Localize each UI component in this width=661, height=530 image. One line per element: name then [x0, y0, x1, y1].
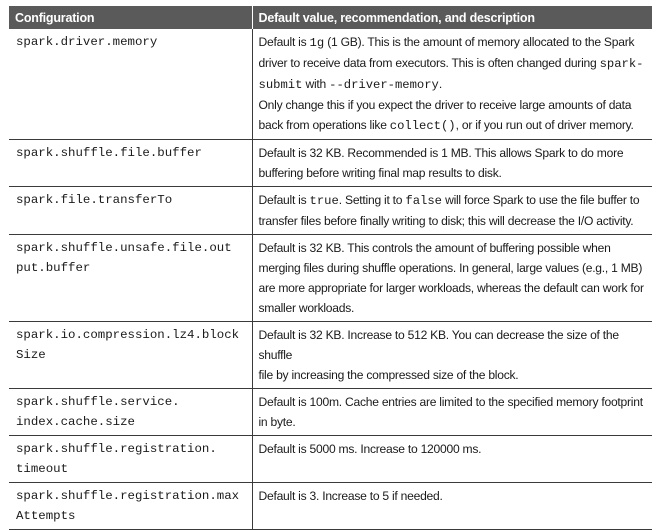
config-name-line: spark.shuffle.registration.max [16, 489, 240, 503]
description-cell: Default is 100m. Cache entries are limit… [252, 388, 652, 436]
config-name-line: index.cache.size [16, 415, 135, 429]
description-line: merging files during shuffle operations.… [259, 258, 647, 278]
description-line: in byte. [259, 412, 647, 432]
inline-code: --driver-memory [329, 78, 439, 92]
description-text: . [438, 77, 442, 91]
header-description: Default value, recommendation, and descr… [252, 6, 652, 29]
inline-code: submit [258, 78, 303, 92]
description-text: back from operations like [258, 118, 390, 132]
config-name-line: spark.shuffle.registration. [16, 442, 217, 456]
config-cell: spark.file.transferTo [9, 186, 253, 235]
description-line: Only change this if you expect the drive… [259, 95, 647, 115]
description-text: are more appropriate for larger workload… [258, 281, 645, 295]
inline-code: spark- [599, 57, 644, 71]
description-cell: Default is 32 KB. Recommended is 1 MB. T… [252, 139, 652, 187]
table-row: spark.shuffle.service. index.cache.size De… [9, 388, 652, 436]
table-row: spark.shuffle.registration.max Attempts De… [9, 482, 652, 530]
description-text: driver to receive data from executors. T… [258, 56, 600, 70]
header-configuration: Configuration [9, 6, 253, 29]
config-name-line: spark.shuffle.unsafe.file.out [16, 241, 232, 255]
config-cell: spark.shuffle.service. index.cache.size [9, 388, 253, 436]
description-text: buffering before writing final map resul… [258, 166, 502, 180]
description-line: smaller workloads. [259, 298, 647, 318]
config-name-line: Size [16, 348, 46, 362]
description-text: will force Spark to use the file buffer … [441, 193, 640, 207]
description-line: are more appropriate for larger workload… [259, 278, 647, 298]
description-cell: Default is 32 KB. Increase to 512 KB. Yo… [252, 321, 652, 389]
description-line: back from operations like collect(), or … [259, 115, 647, 136]
description-text: Default is 5000 ms. Increase to 120000 m… [258, 442, 482, 456]
spark-config-table-container: Configuration Default value, recommendat… [9, 6, 652, 530]
config-name-line: put.buffer [16, 261, 91, 275]
description-text: smaller workloads. [258, 301, 355, 315]
config-name-line: timeout [16, 462, 69, 476]
config-cell: spark.shuffle.file.buffer [9, 139, 253, 187]
config-cell: spark.io.compression.lz4.block Size [9, 321, 253, 389]
table-row: spark.shuffle.file.buffer Default is 32 K… [9, 139, 652, 187]
description-text: merging files during shuffle operations.… [258, 261, 643, 275]
description-line: Default is true. Setting it to false wil… [259, 190, 647, 211]
config-name-line: Attempts [16, 509, 76, 523]
description-text: Default is 32 KB. This controls the amou… [258, 241, 611, 255]
description-cell: Default is 32 KB. This controls the amou… [252, 234, 652, 322]
inline-code: collect() [389, 119, 456, 133]
description-line: transfer files before finally writing to… [259, 211, 647, 231]
table-row: spark.file.transferTo Default is true. Se… [9, 186, 652, 235]
table-row: spark.io.compression.lz4.block Size Defaul… [9, 321, 652, 389]
config-cell: spark.shuffle.registration. timeout [9, 435, 253, 483]
description-text: transfer files before finally writing to… [258, 214, 634, 228]
description-line: Default is 100m. Cache entries are limit… [259, 392, 647, 412]
description-text: Default is 3. Increase to 5 if needed. [258, 489, 443, 503]
description-text: , or if you run out of driver memory. [455, 118, 634, 132]
config-name-line: spark.file.transferTo [16, 193, 173, 207]
description-text: Only change this if you expect the drive… [258, 98, 632, 112]
config-name-line: spark.io.compression.lz4.block [16, 328, 240, 342]
description-text: . Setting it to [338, 193, 406, 207]
description-line: buffering before writing final map resul… [259, 163, 647, 183]
table-header: Configuration Default value, recommendat… [9, 6, 652, 29]
description-cell: Default is 1g (1 GB). This is the amount… [252, 29, 652, 140]
description-line: driver to receive data from executors. T… [259, 53, 647, 74]
table-body: spark.driver.memory Default is 1g (1 GB).… [9, 29, 652, 530]
table-header-row: Configuration Default value, recommendat… [9, 6, 652, 29]
inline-code: false [405, 194, 442, 208]
description-line: Default is 32 KB. Recommended is 1 MB. T… [259, 143, 647, 163]
inline-code: 1g [309, 36, 325, 50]
description-cell: Default is 5000 ms. Increase to 120000 m… [252, 435, 652, 483]
description-text: (1 GB). This is the amount of memory all… [324, 35, 635, 49]
config-cell: spark.driver.memory [9, 29, 253, 140]
description-line: submit with --driver-memory. [259, 74, 647, 95]
config-cell: spark.shuffle.unsafe.file.out put.buffer [9, 234, 253, 322]
description-text: Default is [258, 35, 310, 49]
config-name-line: spark.shuffle.file.buffer [16, 146, 202, 160]
inline-code: true [309, 194, 339, 208]
config-name-line: spark.shuffle.service. [16, 395, 180, 409]
description-text: Default is [258, 193, 310, 207]
description-text: with [302, 77, 330, 91]
description-line: Default is 1g (1 GB). This is the amount… [259, 32, 647, 53]
description-line: Default is 3. Increase to 5 if needed. [259, 486, 647, 506]
description-text: file by increasing the compressed size o… [258, 368, 519, 382]
description-line: Default is 32 KB. Increase to 512 KB. Yo… [259, 325, 647, 365]
description-line: Default is 5000 ms. Increase to 120000 m… [259, 439, 647, 459]
description-text: in byte. [258, 415, 296, 429]
description-text: Default is 32 KB. Recommended is 1 MB. T… [258, 146, 624, 160]
description-line: Default is 32 KB. This controls the amou… [259, 238, 647, 258]
spark-config-table: Configuration Default value, recommendat… [9, 6, 652, 530]
table-row: spark.shuffle.registration. timeout Defaul… [9, 435, 652, 483]
description-cell: Default is true. Setting it to false wil… [252, 186, 652, 235]
config-name-line: spark.driver.memory [16, 35, 158, 49]
config-cell: spark.shuffle.registration.max Attempts [9, 482, 253, 530]
table-row: spark.shuffle.unsafe.file.out put.buffer D… [9, 234, 652, 322]
description-cell: Default is 3. Increase to 5 if needed. [252, 482, 652, 530]
description-text: Default is 32 KB. Increase to 512 KB. Yo… [258, 328, 620, 362]
description-text: Default is 100m. Cache entries are limit… [258, 395, 644, 409]
table-row: spark.driver.memory Default is 1g (1 GB).… [9, 29, 652, 140]
description-line: file by increasing the compressed size o… [259, 365, 647, 385]
